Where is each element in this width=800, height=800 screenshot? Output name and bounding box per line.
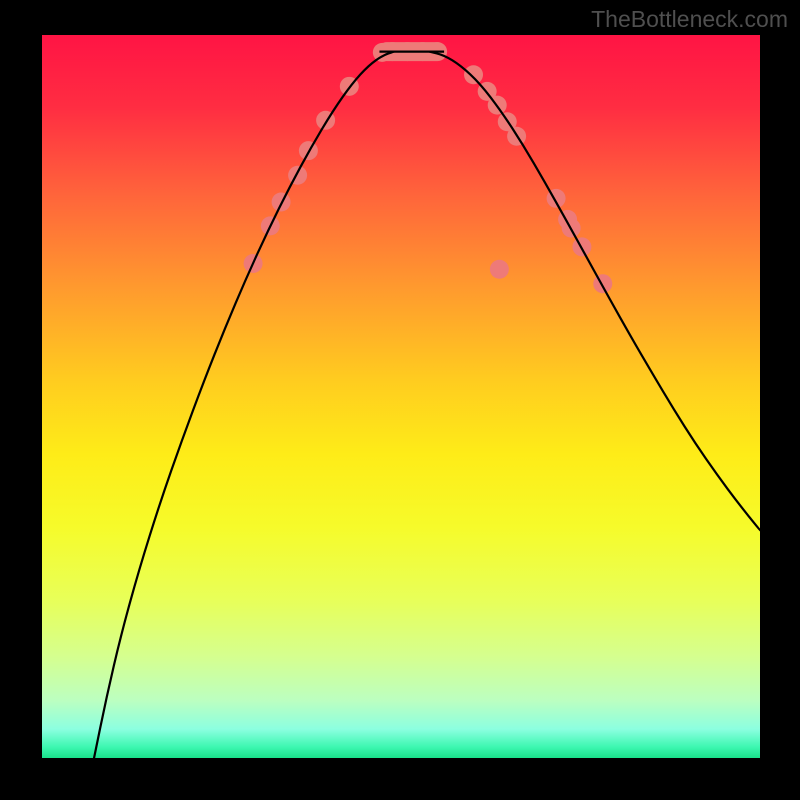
bottleneck-chart (42, 35, 760, 758)
gradient-background (42, 35, 760, 758)
watermark-text: TheBottleneck.com (591, 6, 788, 33)
chart-frame: TheBottleneck.com (0, 0, 800, 800)
data-marker (464, 65, 483, 84)
data-marker (288, 166, 307, 185)
data-marker (593, 274, 612, 293)
data-marker (490, 260, 509, 279)
